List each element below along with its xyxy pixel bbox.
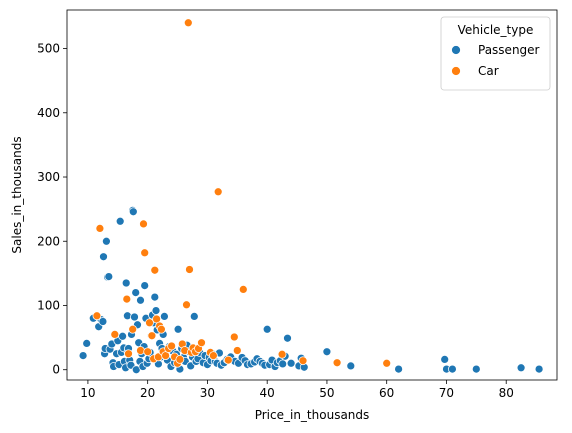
- data-point-car: [128, 324, 138, 334]
- data-point-passenger: [440, 355, 450, 364]
- data-point-car: [277, 349, 287, 359]
- data-point-passenger: [534, 364, 544, 374]
- data-point-car: [95, 224, 105, 233]
- data-point-passenger: [448, 364, 457, 374]
- data-point-car: [229, 332, 239, 342]
- data-point-car: [298, 356, 308, 366]
- legend-title: Vehicle_type: [458, 23, 534, 37]
- data-point-car: [183, 18, 193, 28]
- data-point-passenger: [516, 363, 526, 373]
- legend: Vehicle_type Passenger Car: [440, 16, 551, 91]
- y-axis-ticks: 0 100 200 300 400 500: [37, 42, 67, 377]
- data-point-passenger: [160, 312, 169, 321]
- data-point-car: [223, 355, 233, 365]
- data-points: [78, 18, 544, 375]
- data-point-passenger: [82, 339, 92, 348]
- x-tick-label: 30: [200, 386, 215, 400]
- legend-marker-passenger: [451, 45, 461, 55]
- data-point-passenger: [118, 331, 127, 341]
- x-tick-label: 70: [439, 386, 454, 400]
- x-axis-ticks: 10 20 30 40 50 60 70 80: [80, 380, 514, 400]
- data-point-passenger: [102, 236, 111, 246]
- data-point-car: [147, 331, 157, 341]
- data-point-car: [197, 338, 206, 348]
- data-point-car: [209, 351, 218, 360]
- data-point-passenger: [123, 311, 132, 321]
- data-point-car: [110, 330, 120, 339]
- legend-label-passenger: Passenger: [478, 43, 540, 57]
- data-point-passenger: [322, 347, 332, 357]
- data-point-car: [232, 346, 242, 355]
- data-point-passenger: [471, 364, 481, 374]
- data-point-passenger: [262, 324, 272, 334]
- data-point-passenger: [78, 351, 88, 360]
- data-point-passenger: [286, 358, 296, 368]
- data-point-car: [332, 358, 342, 368]
- y-axis-label: Sales_in_thousands: [10, 136, 24, 253]
- data-point-passenger: [131, 288, 141, 297]
- data-point-passenger: [121, 278, 131, 288]
- y-tick-label: 0: [52, 363, 60, 377]
- x-tick-label: 80: [499, 386, 514, 400]
- data-point-passenger: [346, 361, 356, 371]
- legend-box: [440, 16, 551, 91]
- data-point-car: [139, 219, 148, 229]
- x-axis-label: Price_in_thousands: [255, 408, 370, 422]
- data-point-car: [175, 355, 185, 364]
- data-point-car: [122, 294, 132, 304]
- data-point-car: [182, 300, 191, 310]
- y-tick-label: 400: [37, 106, 60, 120]
- data-point-car: [213, 187, 223, 197]
- data-point-passenger: [173, 324, 183, 334]
- data-point-passenger: [394, 364, 403, 374]
- data-point-passenger: [99, 252, 108, 262]
- data-point-passenger: [140, 281, 150, 290]
- data-point-car: [92, 311, 102, 321]
- data-point-passenger: [115, 216, 125, 226]
- y-tick-label: 100: [37, 298, 60, 312]
- data-point-passenger: [128, 207, 138, 217]
- y-tick-label: 200: [37, 234, 60, 248]
- data-point-car: [382, 358, 392, 368]
- axes-frame: [66, 9, 558, 381]
- legend-label-car: Car: [478, 64, 499, 78]
- legend-marker-car: [451, 66, 461, 76]
- data-point-passenger: [151, 306, 161, 315]
- data-point-passenger: [104, 272, 114, 281]
- y-tick-label: 500: [37, 42, 60, 56]
- data-point-car: [145, 318, 154, 328]
- data-point-car: [185, 265, 194, 274]
- x-tick-label: 60: [379, 386, 394, 400]
- data-point-car: [136, 346, 145, 355]
- data-point-passenger: [98, 317, 108, 326]
- data-point-passenger: [283, 333, 292, 343]
- data-point-passenger: [130, 312, 139, 322]
- data-point-passenger: [136, 295, 145, 305]
- data-point-car: [238, 285, 248, 294]
- x-tick-label: 10: [80, 386, 95, 400]
- data-point-passenger: [150, 292, 160, 302]
- data-point-passenger: [278, 359, 288, 369]
- y-tick-label: 300: [37, 170, 60, 184]
- x-tick-label: 40: [260, 386, 275, 400]
- data-point-car: [167, 341, 176, 351]
- series-car: [92, 18, 392, 368]
- data-point-car: [143, 347, 153, 357]
- data-point-car: [157, 324, 166, 334]
- data-point-car: [124, 349, 133, 359]
- x-tick-label: 20: [140, 386, 155, 400]
- data-point-car: [140, 248, 150, 258]
- x-tick-label: 50: [319, 386, 334, 400]
- data-point-passenger: [189, 312, 199, 321]
- data-point-car: [150, 265, 160, 275]
